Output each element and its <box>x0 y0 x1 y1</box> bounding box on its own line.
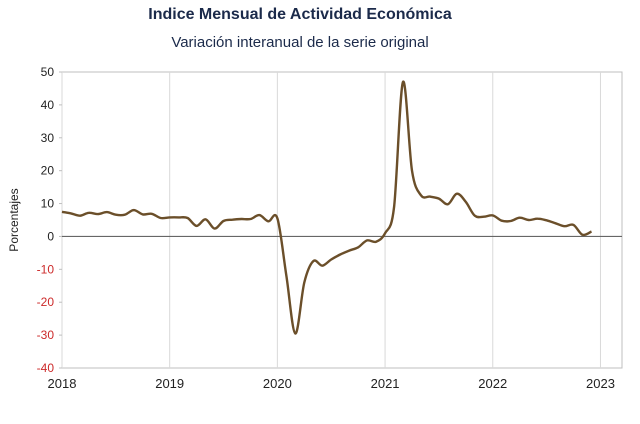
data-point <box>79 215 81 217</box>
data-point <box>429 195 431 197</box>
data-point <box>151 213 153 215</box>
data-point <box>492 214 494 216</box>
y-tick-label: 30 <box>41 131 55 145</box>
data-point <box>88 212 90 214</box>
data-point <box>572 224 574 226</box>
data-point <box>106 211 108 213</box>
y-axis-label: Porcentajes <box>7 188 21 251</box>
data-point <box>133 209 135 211</box>
data-point <box>97 213 99 215</box>
data-point <box>195 225 197 227</box>
data-point <box>545 219 547 221</box>
y-tick-label: 0 <box>47 229 54 243</box>
chart-title: Indice Mensual de Actividad Económica <box>148 6 452 23</box>
data-point <box>267 220 269 222</box>
y-tick-label: -10 <box>37 262 55 276</box>
data-point <box>384 232 386 234</box>
data-point <box>330 258 332 260</box>
y-tick-label: 50 <box>41 65 55 79</box>
data-point <box>258 214 260 216</box>
y-tick-label: 10 <box>41 197 55 211</box>
data-point <box>61 211 63 213</box>
data-point <box>438 197 440 199</box>
x-tick-label: 2022 <box>478 376 507 391</box>
data-point <box>563 225 565 227</box>
plot-area <box>61 71 623 369</box>
data-point <box>240 218 242 220</box>
data-point <box>536 218 538 220</box>
data-point <box>70 212 72 214</box>
data-point <box>160 217 162 219</box>
y-tick-label: -30 <box>37 328 55 342</box>
data-point <box>581 234 583 236</box>
data-point <box>186 217 188 219</box>
y-tick-label: 40 <box>41 98 55 112</box>
data-point <box>124 214 126 216</box>
data-point <box>465 201 467 203</box>
data-point <box>402 81 404 83</box>
data-point <box>528 219 530 221</box>
data-point <box>554 222 556 224</box>
data-point <box>303 281 305 283</box>
data-point <box>348 249 350 251</box>
data-point <box>115 214 117 216</box>
data-point <box>366 239 368 241</box>
data-point <box>339 253 341 255</box>
data-point <box>222 220 224 222</box>
data-point <box>276 217 278 219</box>
data-point <box>294 332 296 334</box>
data-point <box>375 241 377 243</box>
data-point <box>213 227 215 229</box>
chart-subtitle: Variación interanual de la serie origina… <box>171 34 429 51</box>
data-point <box>142 213 144 215</box>
x-tick-label: 2018 <box>48 376 77 391</box>
y-tick-label: -20 <box>37 295 55 309</box>
data-point <box>231 219 233 221</box>
series-line <box>61 80 593 335</box>
data-point <box>285 275 287 277</box>
data-point <box>590 230 592 232</box>
data-point <box>411 170 413 172</box>
y-tick-label: 20 <box>41 164 55 178</box>
data-point <box>393 206 395 208</box>
data-point <box>312 260 314 262</box>
data-point <box>204 218 206 220</box>
x-tick-label: 2023 <box>586 376 615 391</box>
data-point <box>178 216 180 218</box>
data-point <box>447 203 449 205</box>
x-tick-label: 2020 <box>263 376 292 391</box>
data-point <box>321 265 323 267</box>
data-point <box>420 194 422 196</box>
data-point <box>501 220 503 222</box>
data-point <box>456 193 458 195</box>
data-point <box>249 218 251 220</box>
data-point <box>510 220 512 222</box>
data-point <box>357 246 359 248</box>
data-point <box>519 217 521 219</box>
y-tick-label: -40 <box>37 361 55 375</box>
x-tick-label: 2021 <box>371 376 400 391</box>
data-point <box>169 216 171 218</box>
data-point <box>483 216 485 218</box>
x-tick-label: 2019 <box>155 376 184 391</box>
data-point <box>474 215 476 217</box>
